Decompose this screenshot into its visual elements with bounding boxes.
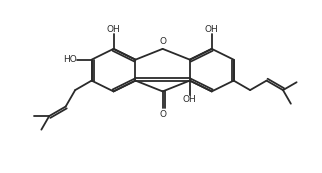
Text: O: O [159,37,166,46]
Text: OH: OH [205,25,219,34]
Text: OH: OH [183,95,197,104]
Text: HO: HO [63,55,77,64]
Text: O: O [159,110,166,119]
Text: OH: OH [107,25,120,34]
